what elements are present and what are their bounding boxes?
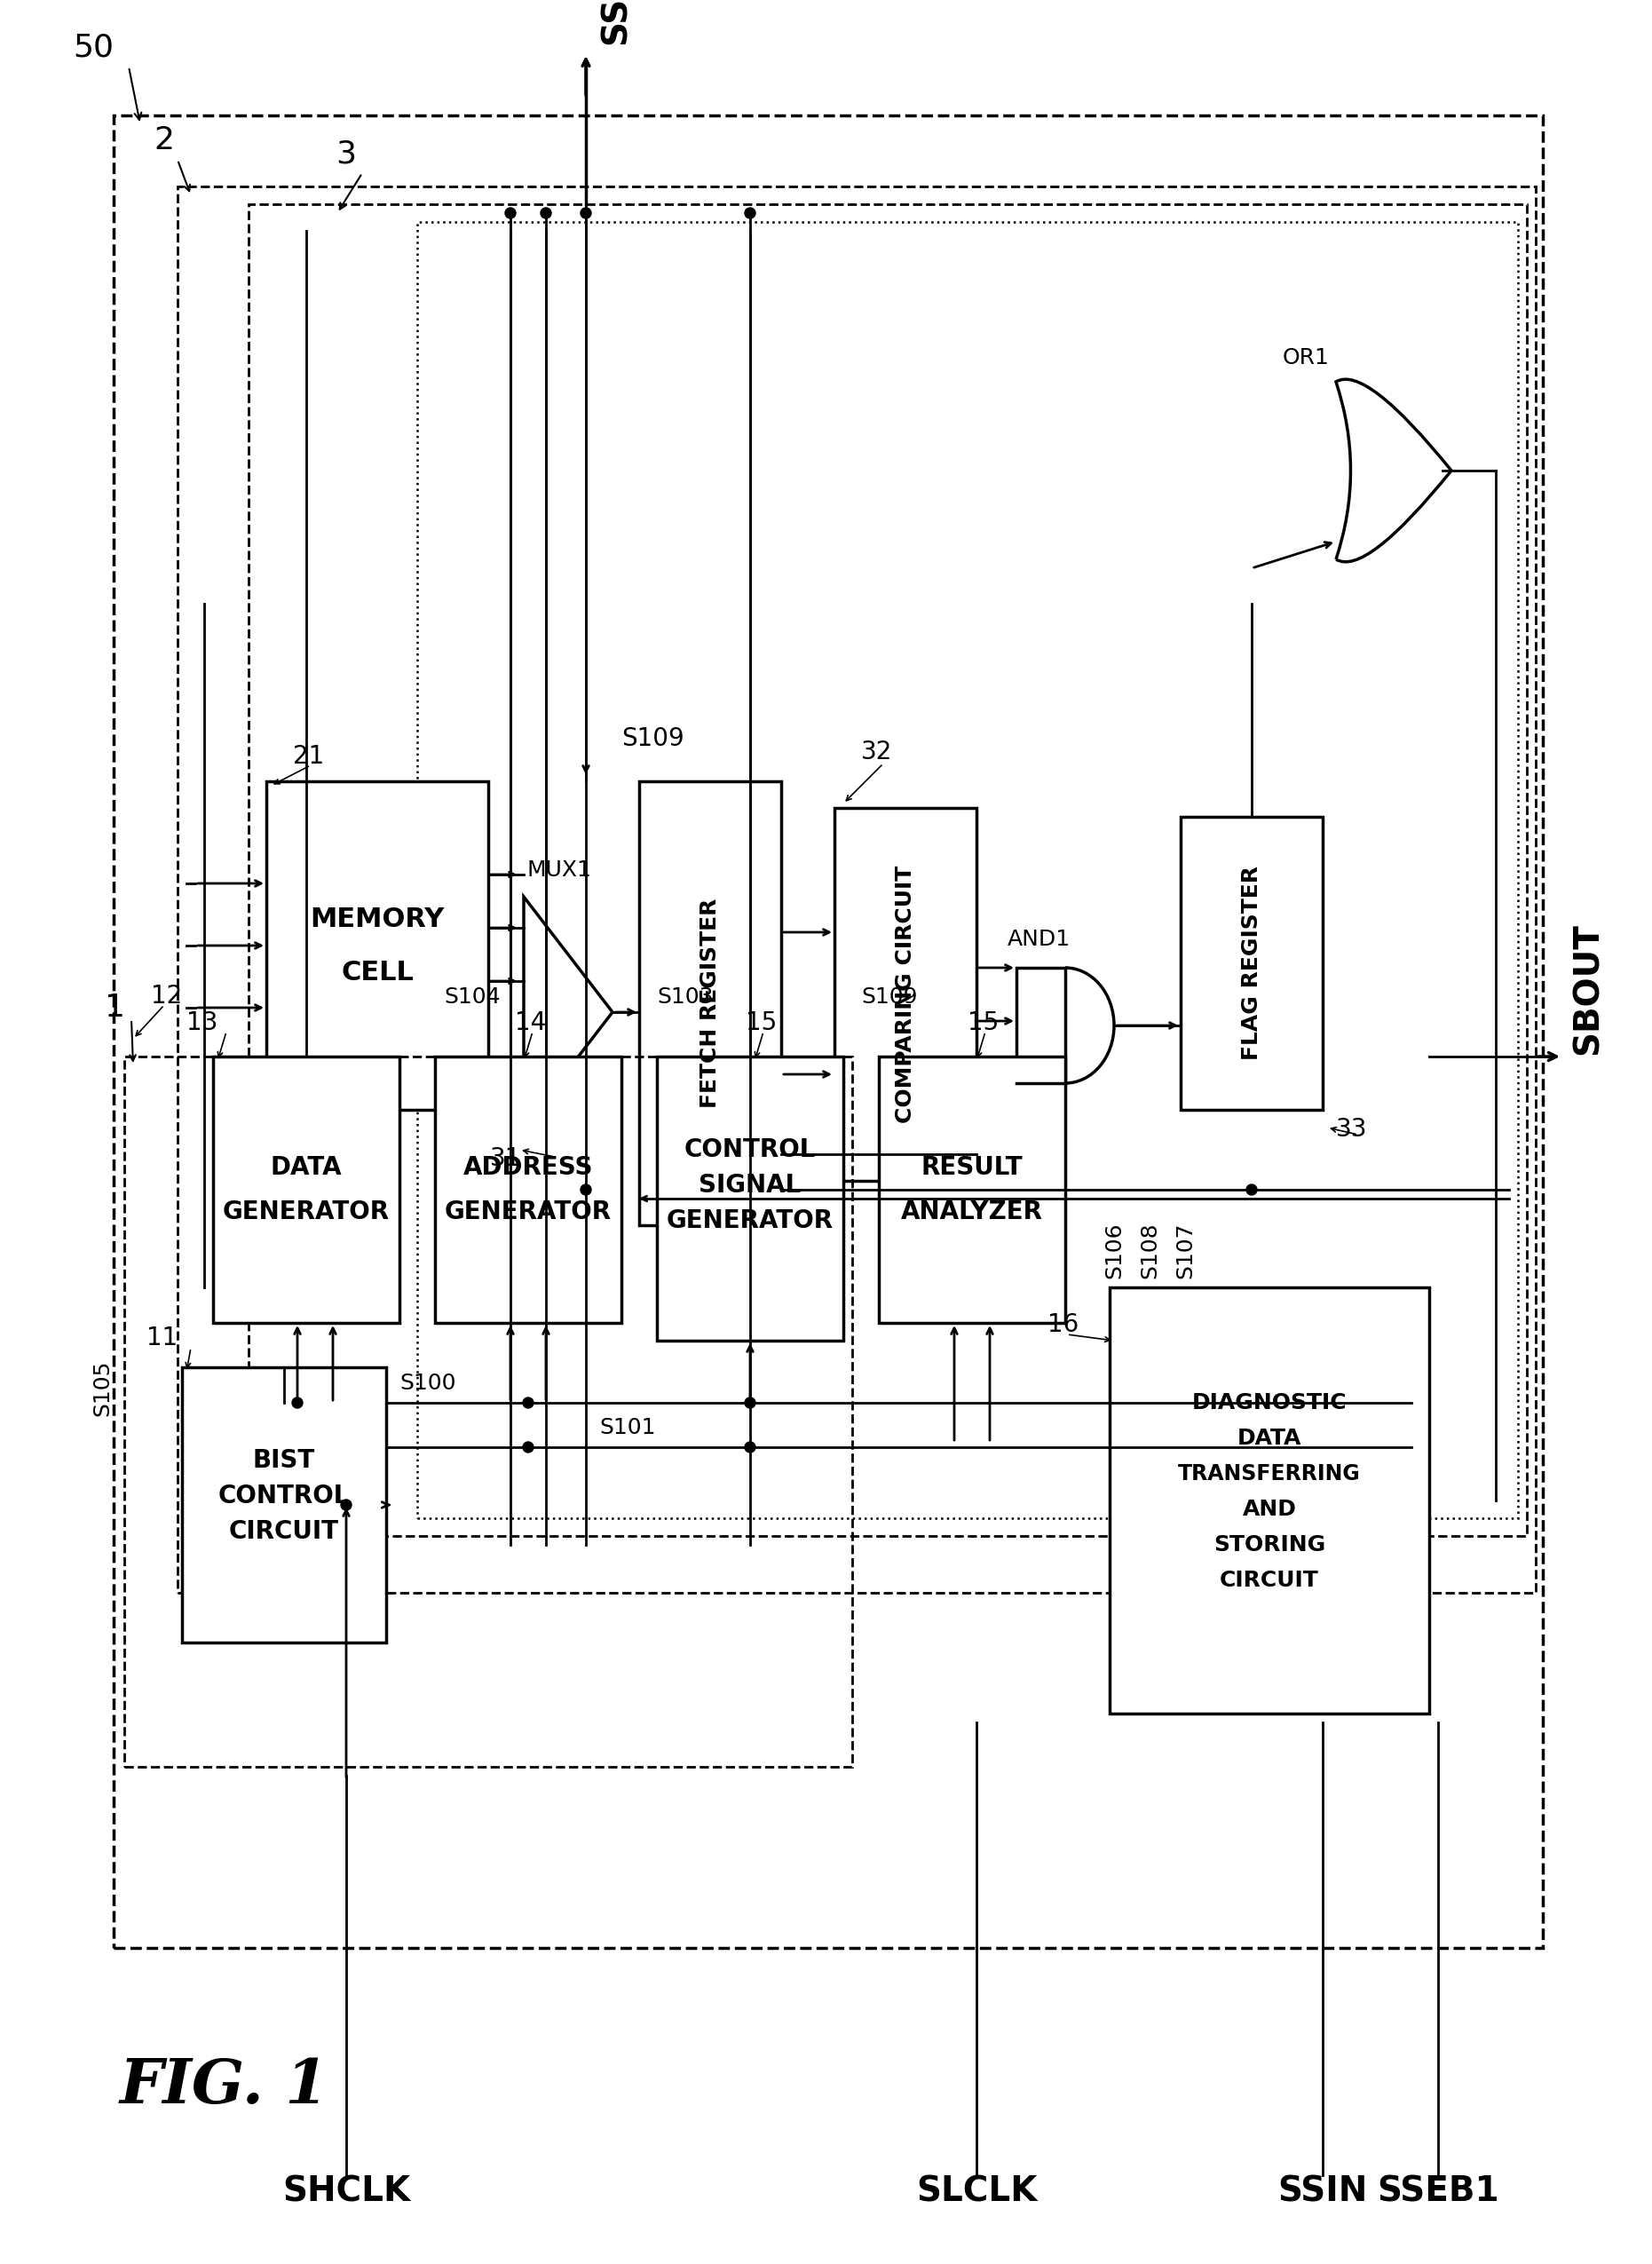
Circle shape xyxy=(540,208,552,217)
Circle shape xyxy=(340,1499,352,1510)
Text: CELL: CELL xyxy=(340,960,413,985)
Bar xyxy=(266,781,489,1109)
Bar xyxy=(879,1057,1066,1322)
Circle shape xyxy=(522,1397,534,1408)
Text: 12: 12 xyxy=(150,985,182,1007)
Text: DIAGNOSTIC: DIAGNOSTIC xyxy=(1191,1392,1346,1413)
Text: 15: 15 xyxy=(745,1010,776,1035)
Text: COMPARING CIRCUIT: COMPARING CIRCUIT xyxy=(895,865,917,1123)
Text: ANALYZER: ANALYZER xyxy=(900,1200,1042,1225)
Text: AND1: AND1 xyxy=(1008,928,1070,951)
Bar xyxy=(657,1057,843,1340)
Text: CONTROL: CONTROL xyxy=(218,1483,350,1508)
Text: AND: AND xyxy=(1242,1499,1297,1519)
Circle shape xyxy=(506,208,515,217)
Text: S109: S109 xyxy=(861,987,917,1007)
Text: CIRCUIT: CIRCUIT xyxy=(230,1519,339,1544)
Text: S106: S106 xyxy=(1104,1223,1125,1279)
Text: GENERATOR: GENERATOR xyxy=(444,1200,611,1225)
Bar xyxy=(1110,1288,1429,1714)
Bar xyxy=(434,1057,621,1322)
Text: SSOUT: SSOUT xyxy=(600,0,633,45)
Text: 13: 13 xyxy=(187,1010,218,1035)
Text: 2: 2 xyxy=(154,125,175,156)
Text: SSIN: SSIN xyxy=(1277,2176,1368,2210)
Text: GENERATOR: GENERATOR xyxy=(667,1209,834,1234)
Circle shape xyxy=(292,1397,302,1408)
Circle shape xyxy=(745,208,755,217)
Bar xyxy=(177,186,1536,1594)
Text: FIG. 1: FIG. 1 xyxy=(121,2056,329,2117)
Bar xyxy=(182,1367,387,1641)
Bar xyxy=(639,781,781,1225)
Text: SHCLK: SHCLK xyxy=(282,2176,410,2210)
Text: 50: 50 xyxy=(73,32,114,61)
Text: RESULT: RESULT xyxy=(922,1155,1023,1180)
Bar xyxy=(124,1057,852,1766)
Bar xyxy=(213,1057,400,1322)
Circle shape xyxy=(1246,1184,1257,1195)
Text: 1: 1 xyxy=(106,992,126,1023)
Bar xyxy=(834,808,976,1182)
Circle shape xyxy=(580,1184,591,1195)
Text: 14: 14 xyxy=(515,1010,547,1035)
Bar xyxy=(248,204,1526,1535)
Text: 15: 15 xyxy=(968,1010,999,1035)
Text: GENERATOR: GENERATOR xyxy=(223,1200,390,1225)
Text: CONTROL: CONTROL xyxy=(684,1137,816,1161)
Text: STORING: STORING xyxy=(1213,1535,1325,1555)
Text: S108: S108 xyxy=(1138,1223,1160,1279)
Text: 16: 16 xyxy=(1047,1313,1079,1338)
Bar xyxy=(1016,967,1066,1082)
Text: CIRCUIT: CIRCUIT xyxy=(1219,1569,1318,1592)
Text: 21: 21 xyxy=(292,745,324,770)
Circle shape xyxy=(522,1442,534,1453)
Text: MUX1: MUX1 xyxy=(527,860,591,881)
Circle shape xyxy=(745,1397,755,1408)
Text: DATA: DATA xyxy=(271,1155,342,1180)
Text: S109: S109 xyxy=(621,727,684,752)
Text: FLAG REGISTER: FLAG REGISTER xyxy=(1241,867,1262,1060)
Text: S100: S100 xyxy=(400,1372,456,1395)
Circle shape xyxy=(745,1442,755,1453)
Text: 11: 11 xyxy=(147,1324,178,1349)
Text: SBOUT: SBOUT xyxy=(1571,924,1606,1055)
Text: SSEB1: SSEB1 xyxy=(1378,2176,1498,2210)
Circle shape xyxy=(580,208,591,217)
Text: BIST: BIST xyxy=(253,1449,316,1474)
Text: 33: 33 xyxy=(1336,1116,1368,1141)
Text: SLCLK: SLCLK xyxy=(915,2176,1037,2210)
Text: ADDRESS: ADDRESS xyxy=(463,1155,593,1180)
Bar xyxy=(114,115,1543,1947)
Bar xyxy=(1181,817,1323,1109)
Bar xyxy=(418,222,1518,1519)
Text: DATA: DATA xyxy=(1237,1429,1302,1449)
Text: S107: S107 xyxy=(1175,1223,1196,1279)
Text: 32: 32 xyxy=(861,740,892,765)
Text: TRANSFERRING: TRANSFERRING xyxy=(1178,1463,1361,1485)
Text: MEMORY: MEMORY xyxy=(311,906,444,933)
Text: SIGNAL: SIGNAL xyxy=(699,1173,801,1198)
Text: 31: 31 xyxy=(491,1146,522,1170)
Text: OR1: OR1 xyxy=(1282,346,1330,369)
Text: FETCH REGISTER: FETCH REGISTER xyxy=(699,899,720,1107)
Text: S103: S103 xyxy=(657,987,714,1007)
Text: 3: 3 xyxy=(335,138,357,170)
Text: S104: S104 xyxy=(444,987,501,1007)
Text: S105: S105 xyxy=(91,1361,112,1415)
Text: S101: S101 xyxy=(600,1417,656,1438)
